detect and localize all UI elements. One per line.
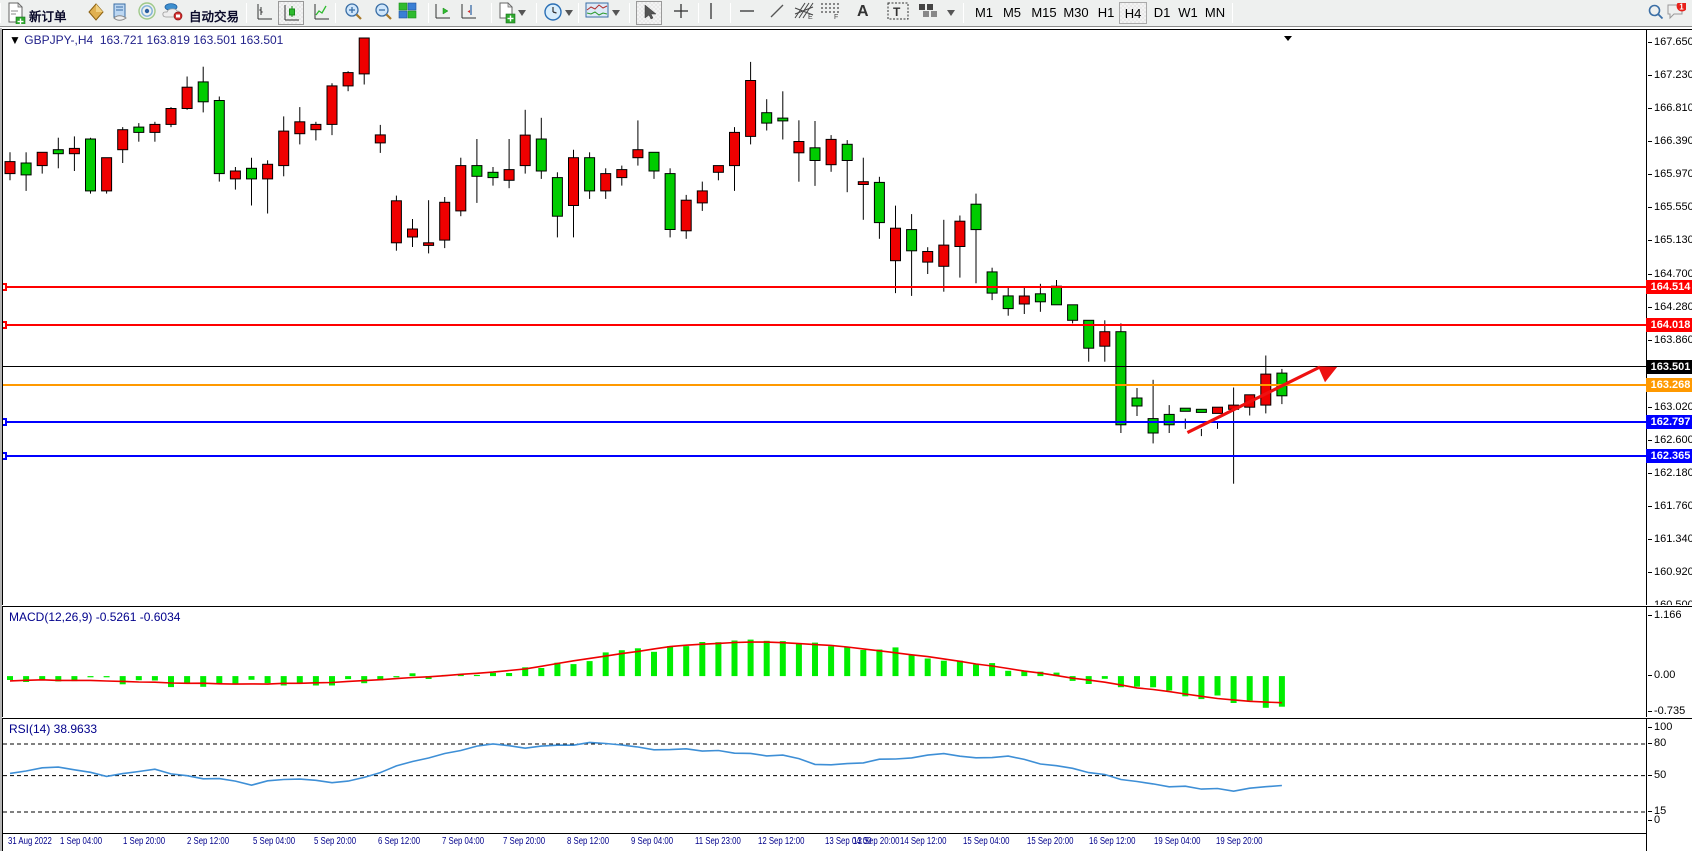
svg-text:E: E (808, 14, 813, 20)
svg-text:F: F (834, 14, 838, 20)
svg-text:T: T (893, 5, 901, 19)
svg-text:1: 1 (1679, 3, 1684, 11)
